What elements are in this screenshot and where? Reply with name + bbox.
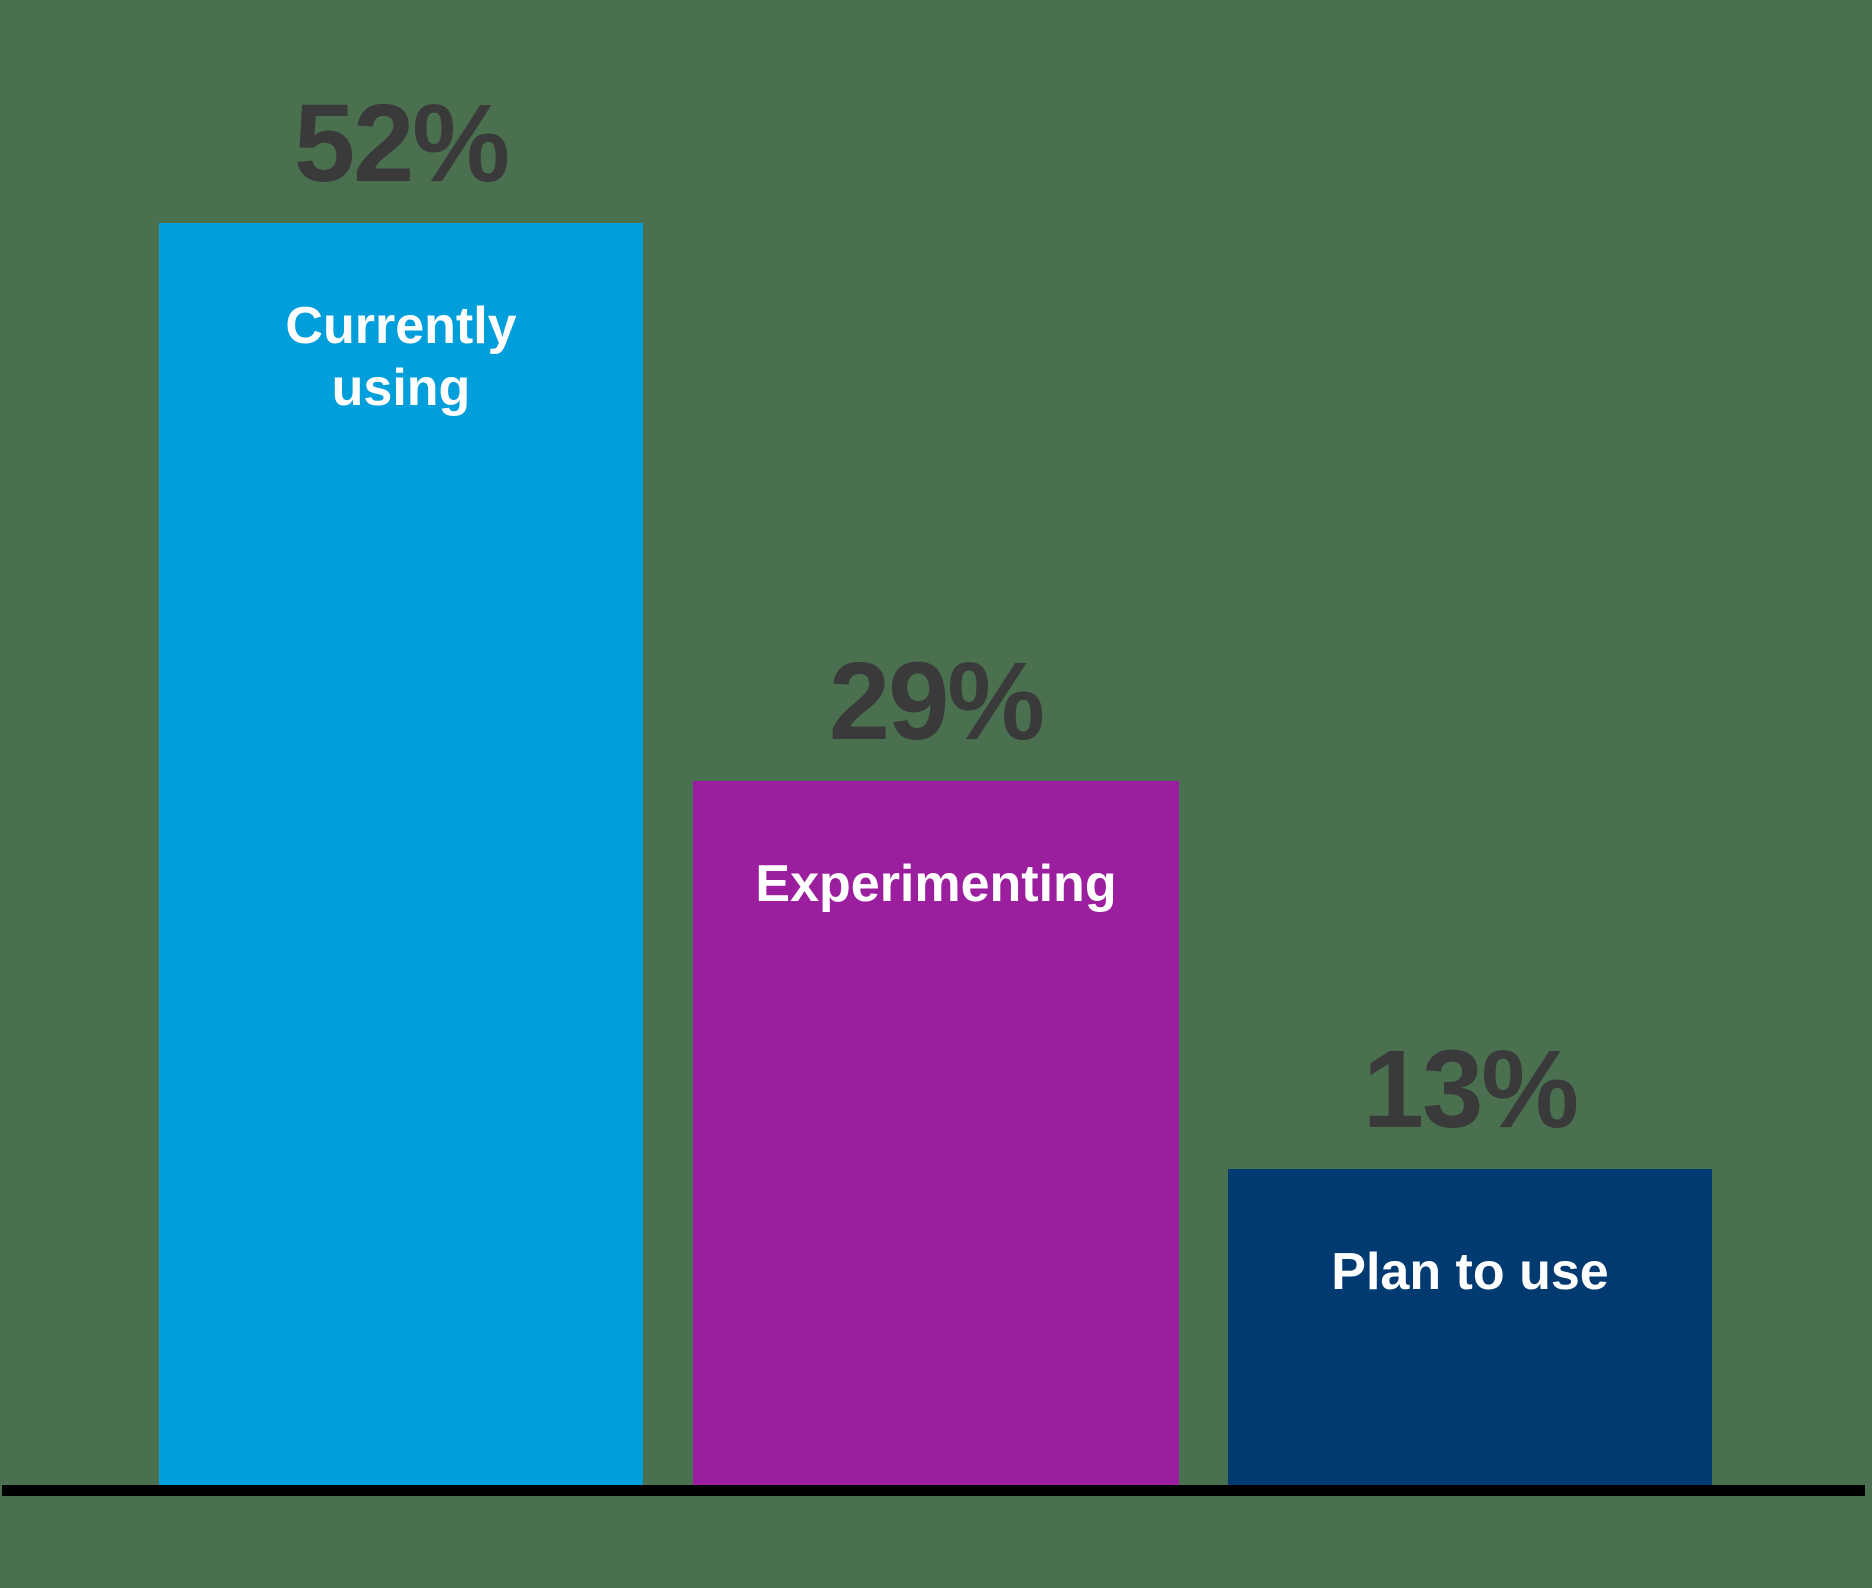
bar-experimenting: Experimenting [693,781,1179,1485]
value-label-plan-to-use: 13% [1362,1028,1579,1151]
value-label-experimenting: 29% [828,640,1045,763]
category-label-experimenting: Experimenting [755,855,1117,913]
bar-currently-using: Currently using [159,223,643,1485]
category-label-currently-using: Currently using [285,297,517,417]
bar-plan-to-use: Plan to use [1228,1169,1712,1485]
value-label-currently-using: 52% [293,82,510,205]
category-label-plan-to-use: Plan to use [1331,1243,1609,1301]
x-axis-line [2,1485,1865,1496]
